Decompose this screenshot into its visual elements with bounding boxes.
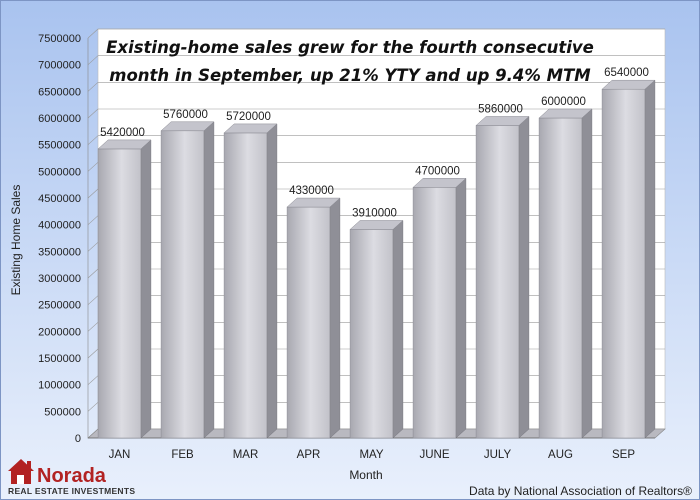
y-tick-label: 6000000 <box>38 113 81 125</box>
bar-side <box>644 79 656 439</box>
y-tick-label: 3000000 <box>38 273 81 285</box>
data-label: 5860000 <box>478 103 523 115</box>
gridline-left <box>87 215 99 225</box>
house-icon <box>8 459 34 484</box>
x-category-label: AUG <box>548 449 573 461</box>
x-category-label: MAR <box>233 449 259 461</box>
y-tick-label: 5000000 <box>38 166 81 178</box>
x-category-label: JULY <box>484 449 512 461</box>
source-note: Data by National Association of Realtors… <box>469 484 692 498</box>
x-category-label: FEB <box>171 449 194 461</box>
bar-side <box>518 115 530 439</box>
bar-side <box>581 108 593 439</box>
gridline-left <box>87 348 99 359</box>
data-label: 6000000 <box>541 96 586 108</box>
gridline-left <box>87 82 99 92</box>
y-tick-label: 7000000 <box>38 60 81 72</box>
bar-front <box>601 88 646 439</box>
chart-title-line-2: month in September, up 21% YTY and up 9.… <box>109 66 591 85</box>
bar-feb <box>160 121 215 439</box>
y-tick-label: 3500000 <box>38 246 81 258</box>
bar-top <box>475 116 530 126</box>
bar-top <box>538 108 593 119</box>
y-axis-title: Existing Home Sales <box>9 185 23 296</box>
bar-side <box>329 197 341 439</box>
bar-front <box>97 148 142 439</box>
bars <box>97 79 656 439</box>
gridline-left <box>87 242 99 252</box>
bar-sep <box>601 79 656 439</box>
x-category-label: SEP <box>612 449 635 461</box>
x-category-label: MAY <box>359 449 383 461</box>
y-tick-label: 1500000 <box>38 353 81 365</box>
bar-top <box>601 79 656 90</box>
data-label: 5420000 <box>100 127 145 139</box>
x-axis-categories: JAN FEB MAR APR MAY JUNE JULY AUG SEP <box>109 449 636 461</box>
bar-top <box>349 220 404 230</box>
y-tick-label: 4500000 <box>38 193 81 205</box>
bar-side <box>266 123 278 439</box>
x-axis-title: Month <box>349 468 382 482</box>
data-label: 4700000 <box>415 165 460 177</box>
bar-front <box>412 187 457 439</box>
bar-aug <box>538 108 593 439</box>
gridline-left <box>87 162 99 172</box>
y-tick-label: 2500000 <box>38 300 81 312</box>
data-labels: 5420000 5760000 5720000 4330000 3910000 47000… <box>100 67 649 219</box>
bar-top <box>412 178 467 188</box>
x-category-label: JUNE <box>419 449 449 461</box>
bar-may <box>349 219 404 439</box>
y-tick-label: 1000000 <box>38 380 81 392</box>
y-axis-ticks: 0 500000 1000000 1500000 2000000 2500000 30000… <box>38 33 81 445</box>
gridline-left <box>87 135 99 145</box>
bar-top <box>160 121 215 132</box>
gridline-left <box>87 55 99 65</box>
y-tick-label: 6500000 <box>38 86 81 98</box>
gridline-left <box>87 375 99 385</box>
bar-mar <box>223 123 278 439</box>
data-label: 6540000 <box>604 67 649 79</box>
gridline-left <box>87 108 99 119</box>
bar-front <box>160 130 205 439</box>
norada-logo: Norada REAL ESTATE INVESTMENTS <box>8 459 135 496</box>
y-tick-label: 0 <box>75 433 81 445</box>
bar-top <box>286 197 341 208</box>
bar-top <box>223 123 278 134</box>
y-tick-label: 2000000 <box>38 326 81 338</box>
bar-july <box>475 115 530 439</box>
bar-front <box>286 206 331 439</box>
data-label: 5720000 <box>226 111 271 123</box>
y-tick-label: 7500000 <box>38 33 81 45</box>
gridline-left <box>87 28 99 39</box>
gridline-left <box>87 295 99 305</box>
bar-front <box>538 117 583 439</box>
bar-apr <box>286 197 341 439</box>
bar-front <box>349 229 394 439</box>
gridline-left <box>87 268 99 279</box>
data-label: 3910000 <box>352 207 397 219</box>
y-tick-label: 500000 <box>44 406 81 418</box>
gridline-left <box>87 188 99 199</box>
bar-jan <box>97 139 152 439</box>
y-tick-label: 5500000 <box>38 140 81 152</box>
bar-front <box>223 132 268 439</box>
gridline-left <box>87 322 99 332</box>
bar-front <box>475 125 520 439</box>
bar-june <box>412 177 467 439</box>
bar-side <box>392 219 404 439</box>
bar-side <box>203 121 215 439</box>
bar-top <box>97 139 152 150</box>
logo-name: Norada <box>37 465 107 487</box>
data-label: 5760000 <box>163 109 208 121</box>
chart-title-line-1: Existing-home sales grew for the fourth … <box>106 38 594 57</box>
bar-side <box>455 177 467 439</box>
data-label: 4330000 <box>289 185 334 197</box>
gridline-left <box>87 402 99 412</box>
x-category-label: APR <box>297 449 321 461</box>
x-category-label: JAN <box>109 449 131 461</box>
y-tick-label: 4000000 <box>38 220 81 232</box>
bar-side <box>140 139 152 439</box>
logo-subtitle: REAL ESTATE INVESTMENTS <box>8 486 135 496</box>
